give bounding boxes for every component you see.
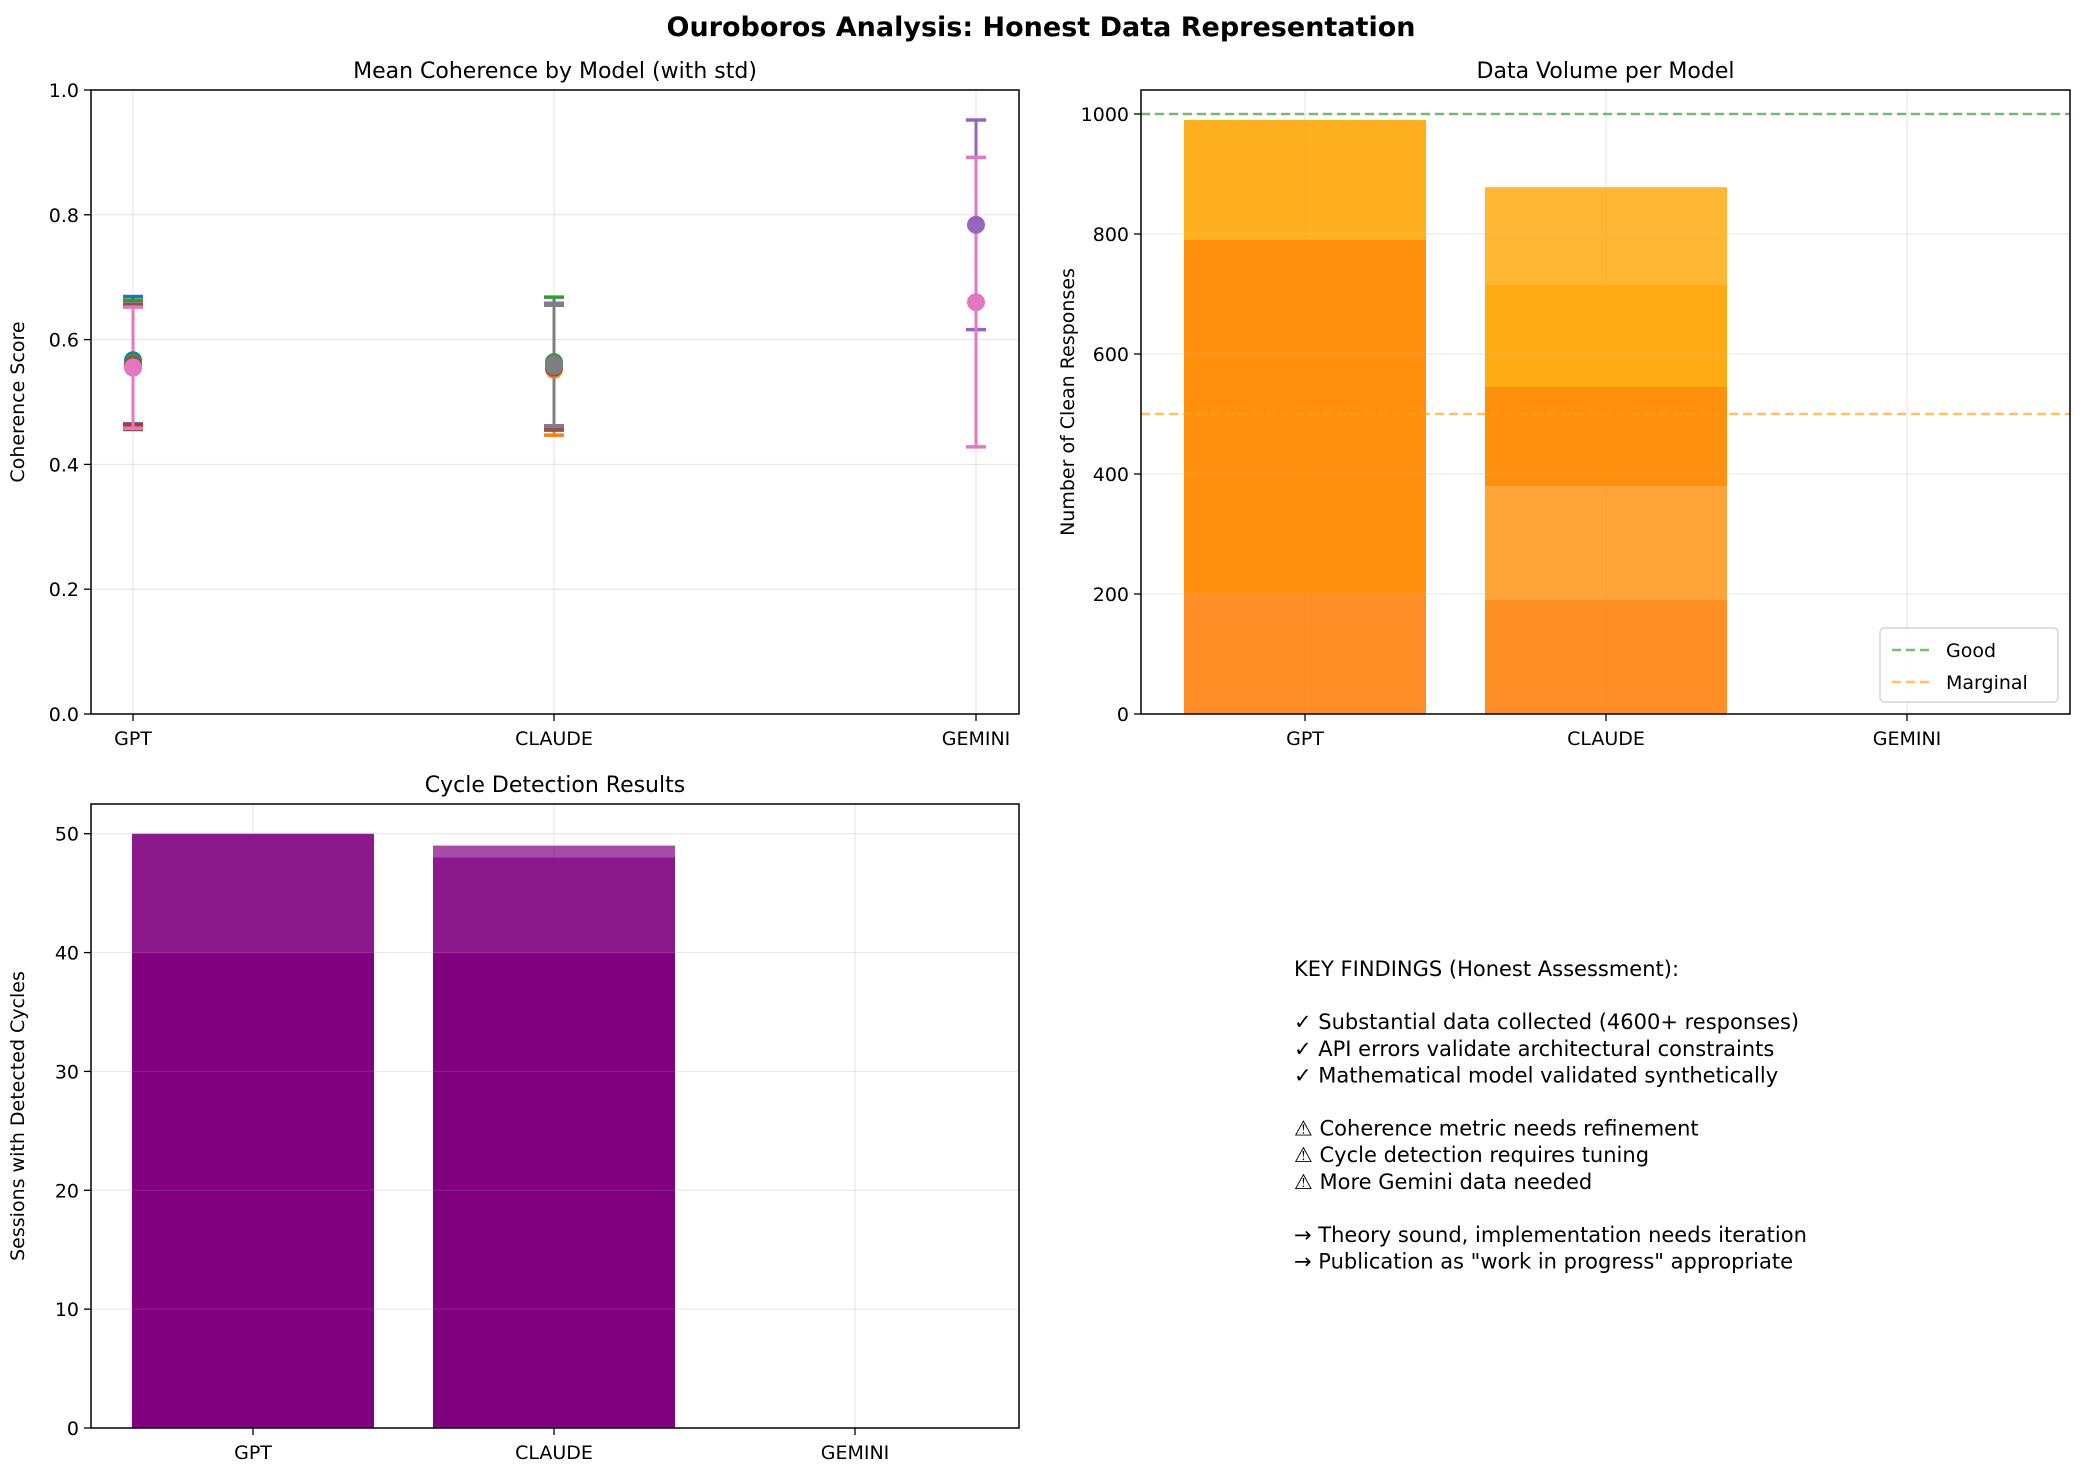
legend-box: [1879, 627, 2059, 703]
y-tick-label: 0.4: [49, 454, 79, 476]
y-tick-label: 1.0: [49, 80, 79, 102]
bar-segment: [1485, 486, 1727, 600]
y-axis-label: Number of Clean Responses: [1057, 268, 1079, 536]
mean-point: [967, 215, 985, 234]
y-tick-label: 400: [1093, 464, 1129, 486]
chart-title: Data Volume per Model: [1477, 59, 1735, 84]
y-tick-label: 800: [1093, 224, 1129, 246]
bar-segment: [1184, 594, 1426, 714]
mean-point: [967, 293, 985, 312]
axes-frame: [90, 89, 1020, 715]
x-tick-label: CLAUDE: [515, 1442, 593, 1464]
y-axis-label: Sessions with Detected Cycles: [7, 971, 29, 1261]
cycle-detection-bar-chart: Cycle Detection Results 0 10 20 30 40 50 GPT CLA…: [7, 773, 1020, 1464]
axes-frame: [90, 803, 1020, 1429]
y-tick-label: 1000: [1081, 104, 1129, 126]
finding-line: KEY FINDINGS (Honest Assessment):: [1294, 957, 1679, 981]
finding-line: ✓ Substantial data collected (4600+ resp…: [1294, 1010, 1799, 1034]
figure-title: Ouroboros Analysis: Honest Data Represen…: [667, 12, 1416, 43]
bar-segment: [433, 952, 675, 1428]
finding-line: → Theory sound, implementation needs ite…: [1294, 1223, 1807, 1247]
key-findings-text: KEY FINDINGS (Honest Assessment): ✓ Subst…: [1294, 957, 1807, 1274]
legend-label: Marginal: [1946, 672, 2028, 694]
y-tick-label: 0.6: [49, 330, 79, 352]
bar-segment: [433, 845, 675, 858]
x-tick-label: GPT: [234, 1442, 272, 1464]
x-tick-label: CLAUDE: [515, 728, 593, 750]
finding-line: ✓ Mathematical model validated synthetic…: [1294, 1063, 1778, 1087]
finding-line: → Publication as "work in progress" appr…: [1294, 1250, 1793, 1274]
y-tick-label: 20: [55, 1180, 79, 1202]
y-tick-label: 600: [1093, 344, 1129, 366]
bar-segment: [1485, 187, 1727, 285]
x-tick-label: GEMINI: [942, 728, 1011, 750]
mean-point: [545, 356, 563, 375]
bar-segment: [433, 857, 675, 953]
chart-title: Cycle Detection Results: [425, 773, 685, 798]
legend-label: Good: [1946, 640, 1996, 662]
bar-segment: [1184, 120, 1426, 240]
finding-line: ⚠ More Gemini data needed: [1294, 1170, 1592, 1194]
y-tick-label: 0: [67, 1418, 79, 1440]
y-tick-label: 10: [55, 1299, 79, 1321]
bar-segment: [1485, 285, 1727, 387]
chart-title: Mean Coherence by Model (with std): [353, 59, 757, 84]
bar-segment: [132, 833, 374, 953]
bar-segment: [132, 952, 374, 1428]
y-tick-label: 30: [55, 1061, 79, 1083]
x-tick-label: GPT: [114, 728, 152, 750]
bar-segment: [1485, 600, 1727, 714]
y-tick-label: 0: [1117, 704, 1129, 726]
bar-segment: [1485, 387, 1727, 486]
y-tick-label: 0.2: [49, 579, 79, 601]
finding-line: ⚠ Cycle detection requires tuning: [1294, 1143, 1649, 1167]
coherence-errorbar-chart: Mean Coherence by Model (with std) 0.0 0.2…: [7, 59, 1020, 750]
x-tick-label: GEMINI: [1873, 728, 1942, 750]
x-tick-label: GEMINI: [821, 1442, 890, 1464]
y-tick-label: 50: [55, 824, 79, 846]
x-tick-label: GPT: [1286, 728, 1324, 750]
x-tick-label: CLAUDE: [1567, 728, 1645, 750]
legend: Good Marginal: [1879, 627, 2059, 703]
data-volume-bar-chart: Data Volume per Model 0 200 400 600 800 1000 GP…: [1057, 59, 2071, 750]
y-tick-label: 0.8: [49, 205, 79, 227]
y-axis-label: Coherence Score: [7, 321, 29, 482]
finding-line: ✓ API errors validate architectural cons…: [1294, 1037, 1774, 1061]
y-tick-label: 0.0: [49, 704, 79, 726]
mean-point: [124, 358, 142, 377]
bar-segment: [1184, 240, 1426, 594]
finding-line: ⚠ Coherence metric needs refinement: [1294, 1117, 1699, 1141]
y-tick-label: 200: [1093, 584, 1129, 606]
y-tick-label: 40: [55, 943, 79, 965]
